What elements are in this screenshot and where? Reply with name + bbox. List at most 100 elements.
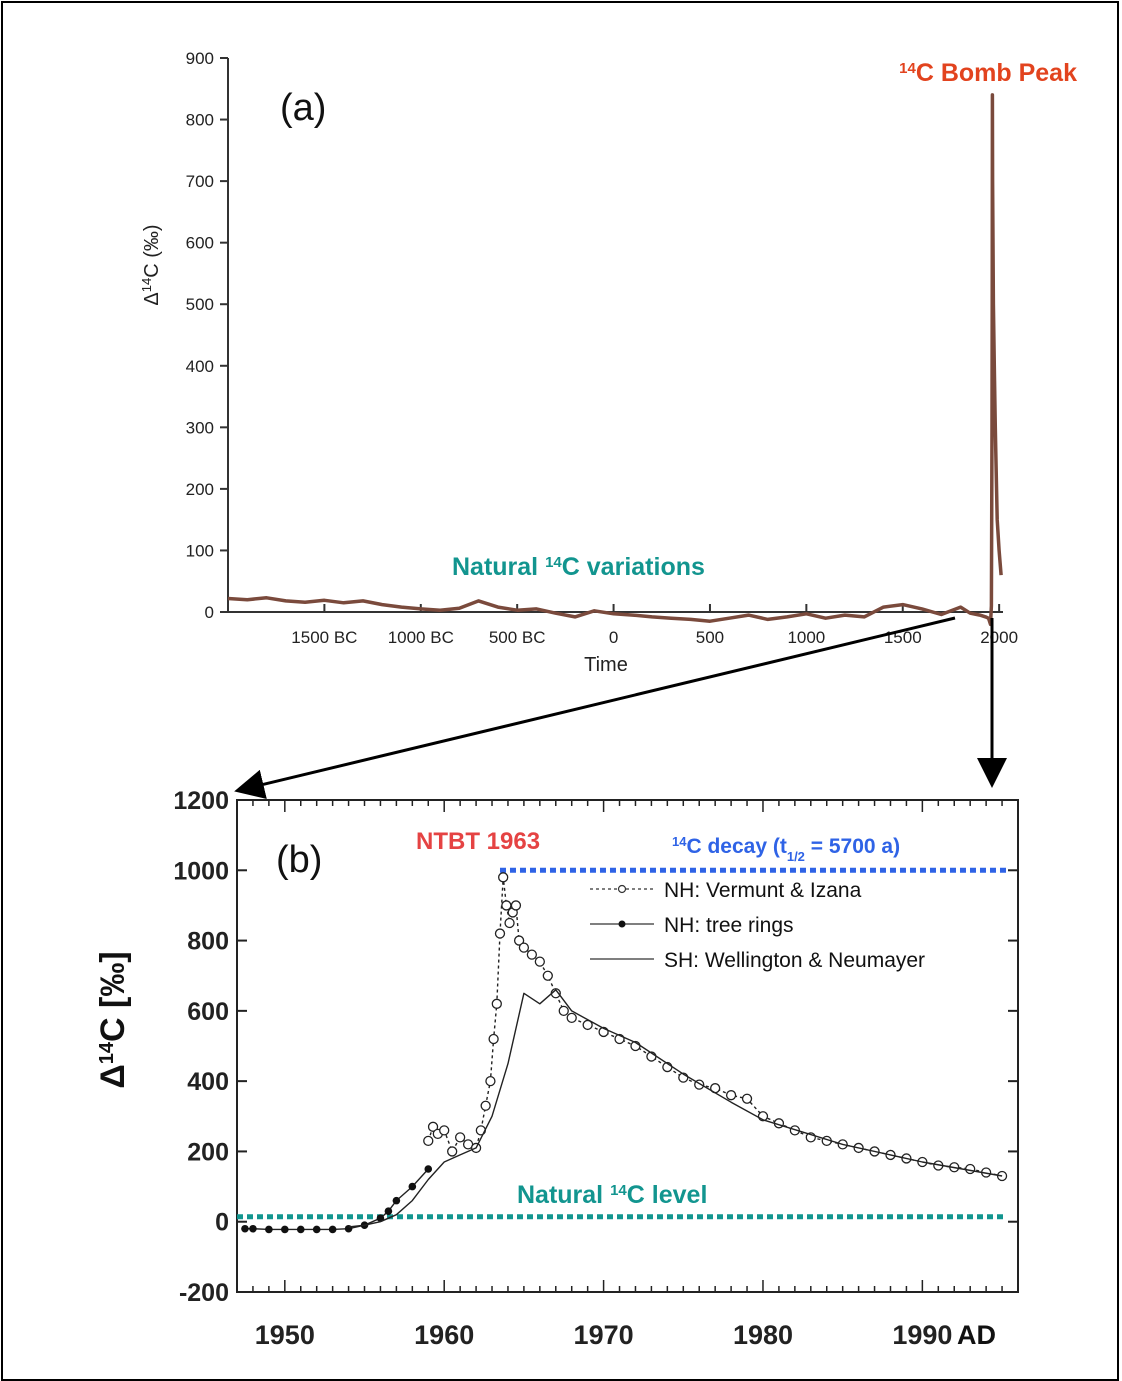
panel-b-x-tick-label: 1970 — [574, 1320, 634, 1350]
panel-b-open-circle-point — [741, 1093, 753, 1104]
panel-b-open-circle-point — [454, 1132, 466, 1143]
panel-b-filled-circle-point — [328, 1225, 337, 1234]
legend-label-tree-rings: NH: tree rings — [664, 914, 794, 937]
panel-a-x-tick-label: 2000 — [980, 628, 1018, 647]
legend-item-wellington: SH: Wellington & Neumayer — [590, 949, 925, 972]
panel-b-filled-circle-point — [424, 1165, 433, 1173]
panel-b-y-tick-label: 800 — [187, 928, 229, 956]
natural-level-annotation: Natural 14C level — [517, 1181, 707, 1209]
panel-b-y-ticks: -200 0 200 400 600 800 1000 1200 — [173, 787, 1018, 1307]
legend-label-wellington: SH: Wellington & Neumayer — [664, 949, 925, 972]
panel-b-x-unit-label: AD — [957, 1320, 996, 1350]
panel-b-open-circle-point — [965, 1163, 976, 1175]
panel-a-x-tick-label: 500 — [696, 628, 724, 647]
panel-b-x-tick-label: 1990 — [892, 1320, 952, 1350]
panel-b-open-circle-point — [447, 1146, 458, 1157]
panel-b-open-circle-point — [526, 949, 538, 960]
panel-a-series-line — [227, 93, 1003, 627]
panel-a-y-tick-label: 800 — [186, 111, 214, 130]
legend-item-tree-rings: NH: tree rings — [590, 914, 794, 937]
panel-a-x-tick-label: 0 — [609, 628, 618, 647]
panel-a-x-tick-label: 500 BC — [489, 628, 546, 647]
panel-b-x-tick-label: 1960 — [414, 1320, 474, 1350]
panel-a-y-tick-label: 900 — [186, 49, 214, 68]
panel-b-x-ticks: 1950 1960 1970 1980 1990 — [252, 800, 1003, 1350]
panel-b-y-tick-label: 0 — [215, 1209, 229, 1237]
panel-b-series-line — [245, 1168, 429, 1231]
panel-b-x-tick-label: 1980 — [733, 1320, 793, 1350]
panel-b-open-circle-point — [510, 900, 522, 911]
panel-a-x-tick-label: 1000 — [787, 628, 825, 647]
panel-a-y-tick-label: 500 — [186, 295, 214, 314]
legend-open-circle-marker — [617, 884, 627, 894]
panel-b-x-tick-label: 1950 — [255, 1320, 315, 1350]
panel-b-open-circle-point — [542, 970, 553, 981]
panel-b-filled-circle-point — [249, 1224, 257, 1233]
panel-b-open-circle-point — [494, 928, 506, 939]
panel-b-open-circle-point — [491, 998, 502, 1009]
panel-a-y-label: Δ14C (‰) — [139, 224, 164, 305]
panel-b-open-circle-point — [498, 872, 509, 883]
panel-b-series-line — [348, 989, 1003, 1228]
panel-a-y-tick-label: 0 — [205, 603, 214, 622]
panel-b-open-circle-point — [513, 935, 525, 946]
panel-a-y-tick-label: 600 — [186, 234, 214, 253]
panel-b-filled-circle-point — [408, 1182, 417, 1191]
panel-a-y-tick-label: 300 — [186, 418, 214, 437]
panel-b-open-circle-point — [504, 917, 515, 929]
panel-a-label: (a) — [280, 87, 326, 129]
panel-b-y-tick-label: 200 — [187, 1138, 229, 1166]
zoom-arrow-left — [234, 616, 956, 799]
panel-a-x-tick-label: 1000 BC — [388, 628, 454, 647]
decay-annotation: 14C decay (t1/2 = 5700 a) — [672, 834, 900, 864]
panel-b-filled-circle-point — [241, 1224, 249, 1233]
natural-variations-annotation: Natural 14C variations — [452, 553, 705, 581]
legend-filled-circle-marker — [618, 920, 626, 928]
panel-b-open-circle-point — [480, 1100, 491, 1111]
panel-b-legend: NH: Vermunt & Izana NH: tree rings SH: W… — [590, 879, 925, 972]
panel-b-open-circle-point — [423, 1135, 434, 1147]
panel-b-filled-circle-point — [265, 1225, 273, 1234]
bomb-peak-annotation: 14C Bomb Peak — [899, 59, 1077, 87]
panel-b-open-circle-point — [534, 956, 545, 967]
panel-b-plot-frame — [236, 799, 1019, 1293]
panel-b-open-circle-point — [427, 1121, 439, 1132]
panel-a-y-tick-label: 700 — [186, 172, 214, 191]
panel-a-x-label: Time — [584, 654, 628, 676]
panel-a-y-tick-label: 400 — [186, 357, 214, 376]
panel-b-y-tick-label: 600 — [187, 998, 229, 1026]
legend-item-vermunt: NH: Vermunt & Izana — [590, 879, 862, 902]
panel-b-y-tick-label: 400 — [187, 1068, 229, 1096]
panel-b-filled-circle-point — [392, 1196, 401, 1205]
panel-b-y-tick-label: -200 — [179, 1279, 229, 1307]
panel-b-y-tick-label: 1200 — [173, 787, 229, 815]
panel-a-x-tick-label: 1500 BC — [291, 628, 357, 647]
legend-label-vermunt: NH: Vermunt & Izana — [664, 879, 862, 902]
panel-b-open-circle-point — [439, 1125, 450, 1136]
panel-a-y-tick-label: 100 — [186, 541, 214, 560]
panel-b-reference-lines — [237, 867, 1006, 1220]
panel-b-filled-circle-point — [296, 1225, 305, 1234]
panel-b-filled-circle-point — [384, 1207, 393, 1215]
panel-b-open-circle-point — [725, 1090, 737, 1101]
panel-b-open-circle-point — [485, 1075, 496, 1087]
zoom-arrows — [234, 616, 1007, 799]
panel-b-filled-circle-point — [281, 1225, 289, 1234]
panel-b-y-label: Δ14C [‰] — [94, 951, 132, 1088]
panel-a: 0 100 200 300 400 500 600 700 800 900 1500 BC 1000… — [139, 49, 1078, 676]
panel-a-y-tick-label: 200 — [186, 480, 214, 499]
panel-b-y-tick-label: 1000 — [173, 857, 229, 885]
panel-b-label: (b) — [276, 839, 322, 881]
panel-b-series — [241, 872, 1008, 1234]
panel-b-open-circle-point — [518, 942, 530, 953]
panel-a-y-ticks: 0 100 200 300 400 500 600 700 800 900 — [186, 49, 228, 622]
panel-b-open-circle-point — [566, 1012, 577, 1024]
panel-b-open-circle-point — [488, 1033, 499, 1045]
bomb-peak-sup: 14 — [899, 60, 916, 77]
panel-b-filled-circle-point — [312, 1225, 321, 1234]
panel-b-open-circle-point — [558, 1005, 569, 1017]
panel-a-x-ticks: 1500 BC 1000 BC 500 BC 0 500 1000 1500 2000 — [291, 604, 1018, 647]
ntbt-annotation: NTBT 1963 — [416, 828, 540, 855]
